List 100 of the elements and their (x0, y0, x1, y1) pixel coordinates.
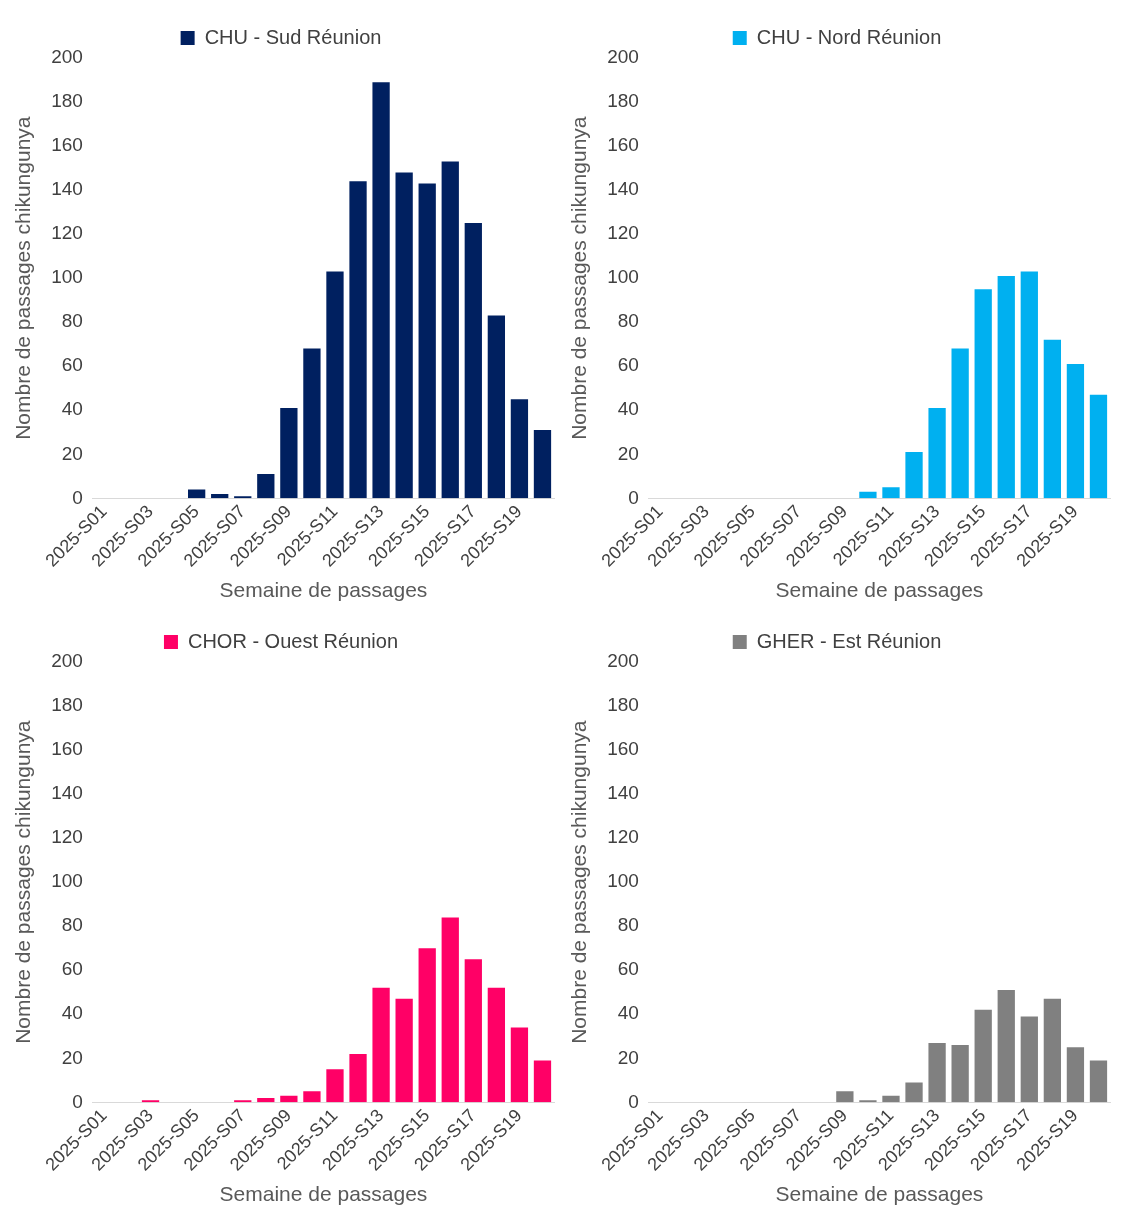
bar (464, 959, 482, 1103)
bar (928, 408, 946, 499)
y-axis-title: Nombre de passages chikungunya (11, 720, 35, 1044)
y-tick-label: 40 (617, 398, 639, 420)
bar (905, 1082, 923, 1103)
bar (928, 1042, 946, 1103)
bar (349, 181, 367, 499)
y-tick-label: 60 (61, 354, 83, 376)
bar (533, 1060, 552, 1103)
y-axis-title: Nombre de passages chikungunya (567, 116, 591, 440)
bar (1066, 364, 1085, 499)
y-axis-title: Nombre de passages chikungunya (11, 116, 35, 440)
bar (974, 289, 992, 499)
y-tick-label: 140 (607, 782, 639, 804)
y-tick-label: 100 (607, 266, 639, 288)
y-tick-label: 100 (51, 870, 83, 892)
y-tick-label: 20 (61, 442, 83, 464)
bar (487, 987, 506, 1103)
x-axis-title: Semaine de passages (775, 578, 984, 602)
y-tick-label: 80 (61, 914, 83, 936)
y-tick-label: 200 (607, 650, 639, 672)
y-tick-label: 180 (607, 694, 639, 716)
bar (1020, 271, 1038, 499)
bar (859, 1100, 877, 1103)
bar (326, 271, 344, 499)
y-tick-label: 180 (51, 694, 83, 716)
bar (510, 1027, 529, 1103)
y-tick-label: 40 (61, 1002, 83, 1024)
y-tick-label: 160 (51, 738, 83, 760)
y-tick-label: 80 (617, 914, 639, 936)
bar (372, 987, 390, 1103)
bar (303, 348, 321, 499)
legend-label: CHU - Nord Réunion (756, 25, 942, 48)
bar (441, 161, 459, 499)
y-tick-label: 160 (51, 134, 83, 156)
bar (441, 917, 459, 1103)
y-tick-label: 160 (607, 134, 639, 156)
y-tick-label: 120 (51, 826, 83, 848)
legend-label: CHOR - Ouest Réunion (187, 629, 399, 652)
y-tick-label: 20 (61, 1046, 83, 1068)
bar (997, 990, 1015, 1103)
bar (905, 452, 923, 499)
bar (395, 998, 413, 1103)
legend-label: GHER - Est Réunion (756, 629, 942, 652)
y-tick-label: 20 (617, 1046, 639, 1068)
bar (257, 474, 275, 499)
bar (418, 948, 436, 1103)
y-tick-label: 140 (51, 178, 83, 200)
bar (951, 1045, 969, 1103)
y-tick-label: 180 (607, 90, 639, 112)
bar (533, 430, 552, 499)
y-tick-label: 0 (628, 486, 639, 508)
y-tick-label: 80 (61, 310, 83, 332)
bar (326, 1069, 344, 1103)
bar (1089, 394, 1108, 499)
y-tick-label: 60 (61, 958, 83, 980)
y-tick-label: 120 (607, 222, 639, 244)
y-tick-label: 120 (51, 222, 83, 244)
bar (1066, 1047, 1085, 1103)
y-tick-label: 100 (607, 870, 639, 892)
y-tick-label: 40 (61, 398, 83, 420)
bar (349, 1053, 367, 1103)
legend-label: CHU - Sud Réunion (204, 25, 382, 48)
bar (464, 223, 482, 499)
bar (487, 315, 506, 499)
bar (395, 172, 413, 499)
y-tick-label: 160 (607, 738, 639, 760)
y-tick-label: 0 (72, 1090, 83, 1112)
bar (372, 82, 390, 499)
y-tick-label: 200 (51, 650, 83, 672)
bar (882, 1095, 900, 1103)
bar (510, 399, 529, 499)
y-tick-label: 120 (607, 826, 639, 848)
y-tick-label: 200 (51, 46, 83, 68)
x-axis-title: Semaine de passages (775, 1182, 984, 1206)
y-tick-label: 40 (617, 1002, 639, 1024)
bar (997, 275, 1015, 499)
x-axis-title: Semaine de passages (219, 1182, 428, 1206)
bar (1089, 1060, 1108, 1103)
y-tick-label: 80 (617, 310, 639, 332)
y-tick-label: 60 (617, 354, 639, 376)
y-tick-label: 100 (51, 266, 83, 288)
y-tick-label: 0 (628, 1090, 639, 1112)
y-tick-label: 140 (607, 178, 639, 200)
y-tick-label: 180 (51, 90, 83, 112)
y-tick-label: 20 (617, 442, 639, 464)
bar (418, 183, 436, 499)
bar (859, 491, 877, 499)
bar (951, 348, 969, 499)
x-axis-title: Semaine de passages (219, 578, 428, 602)
y-tick-label: 140 (51, 782, 83, 804)
bar (974, 1009, 992, 1103)
bar (280, 1095, 298, 1103)
y-tick-label: 0 (72, 486, 83, 508)
y-axis-title: Nombre de passages chikungunya (567, 720, 591, 1044)
bar (280, 408, 298, 499)
y-tick-label: 60 (617, 958, 639, 980)
bar (1020, 1016, 1038, 1103)
bar (882, 487, 900, 499)
bar (836, 1091, 854, 1103)
